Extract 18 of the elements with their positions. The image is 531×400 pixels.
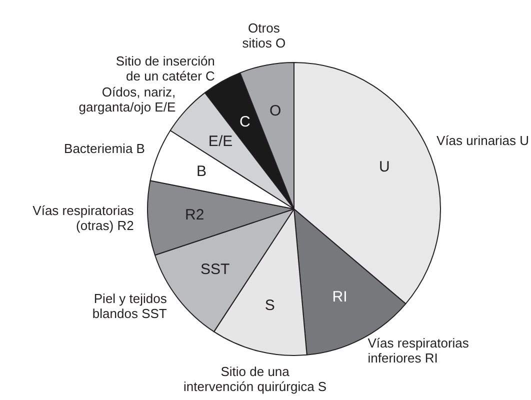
text: O xyxy=(269,102,282,120)
slice-label: Oídos, nariz, garganta/ojo E/E xyxy=(78,84,176,115)
text: C xyxy=(239,113,250,130)
slice-label: Piel y tejidos blandos SST xyxy=(92,291,168,322)
text: R2 xyxy=(184,206,204,224)
text: E/E xyxy=(208,132,233,150)
text: U xyxy=(378,158,390,176)
slice-label: Vías respiratorias inferiores RI xyxy=(368,336,470,366)
slice-label: Sitio de inserción de un catéter C xyxy=(116,53,215,84)
slice-label: Vías urinarias U xyxy=(436,133,530,148)
text: S xyxy=(264,296,275,314)
slice-label: Sitio de una intervención quirúrgica S xyxy=(184,364,327,394)
text: B xyxy=(196,163,206,180)
text: RI xyxy=(332,288,348,306)
slice-label: Vías respiratorias (otras) R2 xyxy=(32,203,134,234)
text: SST xyxy=(200,260,230,278)
slice-label: Bacteriemia B xyxy=(64,141,145,156)
slice-label: Otros sitios O xyxy=(242,20,286,50)
